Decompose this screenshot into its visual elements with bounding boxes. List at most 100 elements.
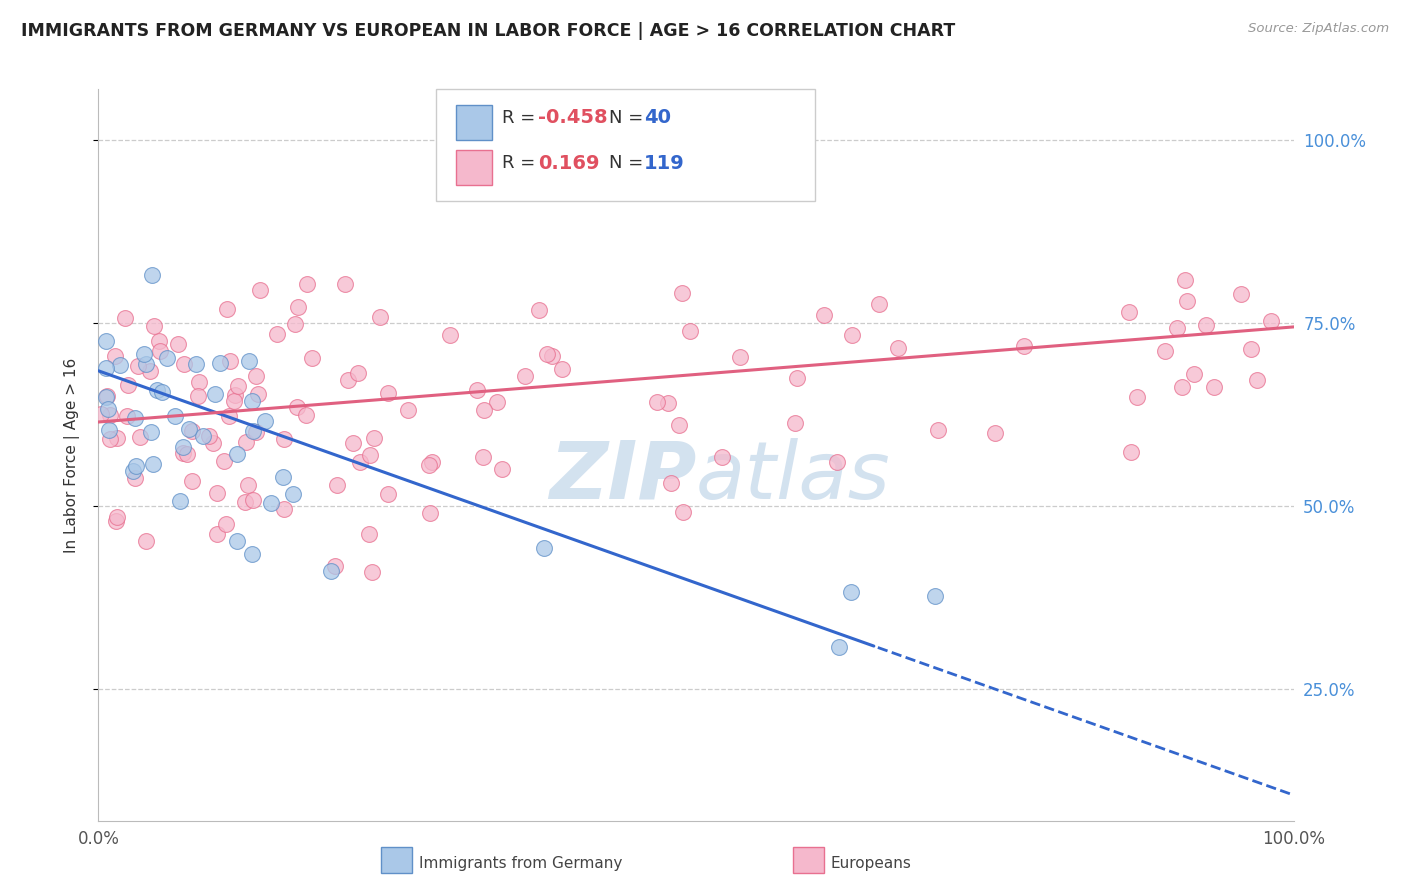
- Point: [225, 533, 247, 548]
- Point: [172, 446, 194, 460]
- Point: [1126, 390, 1149, 404]
- Point: [271, 470, 294, 484]
- Point: [142, 457, 165, 471]
- Point: [149, 343, 172, 358]
- Point: [114, 310, 136, 325]
- Point: [533, 541, 555, 555]
- Point: [828, 640, 851, 654]
- Point: [141, 425, 163, 440]
- Point: [540, 349, 562, 363]
- Point: [246, 387, 269, 401]
- Point: [1195, 318, 1218, 333]
- Point: [1182, 367, 1205, 381]
- Point: [172, 441, 194, 455]
- Point: [887, 341, 910, 355]
- Point: [377, 385, 399, 400]
- Point: [287, 300, 309, 314]
- Point: [295, 277, 318, 292]
- Point: [224, 387, 246, 401]
- Point: [115, 409, 138, 423]
- Point: [240, 393, 263, 408]
- Y-axis label: In Labor Force | Age > 16: In Labor Force | Age > 16: [65, 358, 80, 552]
- Point: [1175, 293, 1198, 308]
- Point: [491, 461, 513, 475]
- Text: N =: N =: [609, 154, 648, 172]
- Point: [728, 351, 751, 365]
- Point: [249, 283, 271, 297]
- Point: [467, 384, 489, 398]
- Point: [233, 494, 256, 508]
- Point: [672, 505, 695, 519]
- Point: [841, 585, 863, 599]
- Point: [117, 378, 139, 392]
- Point: [420, 455, 443, 469]
- Point: [201, 435, 224, 450]
- Point: [301, 351, 323, 365]
- Point: [551, 361, 574, 376]
- Point: [94, 334, 117, 348]
- Point: [96, 388, 118, 402]
- Point: [472, 450, 495, 465]
- Point: [266, 327, 288, 342]
- Point: [486, 395, 509, 409]
- Point: [1154, 343, 1177, 358]
- Point: [659, 475, 682, 490]
- Point: [536, 347, 558, 361]
- Point: [124, 411, 146, 425]
- Point: [148, 334, 170, 349]
- Point: [260, 496, 283, 510]
- Point: [679, 325, 702, 339]
- Point: [1260, 313, 1282, 327]
- Point: [197, 428, 219, 442]
- Point: [187, 389, 209, 403]
- Point: [105, 514, 128, 528]
- Point: [218, 353, 240, 368]
- Point: [868, 297, 890, 311]
- Point: [128, 430, 150, 444]
- Text: atlas: atlas: [696, 438, 891, 516]
- Text: 40: 40: [644, 109, 671, 128]
- Text: N =: N =: [609, 109, 648, 127]
- Point: [924, 589, 946, 603]
- Point: [104, 349, 127, 363]
- Point: [346, 366, 368, 380]
- Point: [135, 357, 157, 371]
- Point: [1171, 380, 1194, 394]
- Point: [671, 285, 693, 300]
- Point: [177, 421, 200, 435]
- Point: [108, 358, 131, 372]
- Point: [396, 403, 419, 417]
- Point: [176, 447, 198, 461]
- Point: [825, 454, 848, 468]
- Text: Immigrants from Germany: Immigrants from Germany: [419, 856, 623, 871]
- Point: [125, 458, 148, 473]
- Point: [107, 430, 129, 444]
- Point: [98, 432, 121, 446]
- Point: [215, 302, 238, 317]
- Point: [142, 319, 165, 334]
- Point: [711, 450, 734, 464]
- Point: [786, 371, 808, 385]
- Point: [215, 517, 238, 532]
- Text: 119: 119: [644, 153, 685, 172]
- Point: [145, 383, 167, 397]
- Point: [191, 429, 214, 443]
- Point: [337, 373, 360, 387]
- Point: [186, 357, 208, 371]
- Point: [253, 414, 276, 428]
- Point: [983, 425, 1005, 440]
- Point: [224, 394, 246, 409]
- Point: [513, 369, 536, 384]
- Point: [359, 527, 381, 541]
- Point: [326, 477, 349, 491]
- Point: [295, 408, 318, 422]
- Point: [124, 471, 146, 485]
- Point: [927, 423, 949, 437]
- Point: [242, 492, 264, 507]
- Point: [668, 417, 690, 432]
- Point: [94, 390, 117, 404]
- Point: [127, 359, 149, 373]
- Point: [349, 455, 371, 469]
- Point: [240, 547, 263, 561]
- Point: [205, 527, 228, 541]
